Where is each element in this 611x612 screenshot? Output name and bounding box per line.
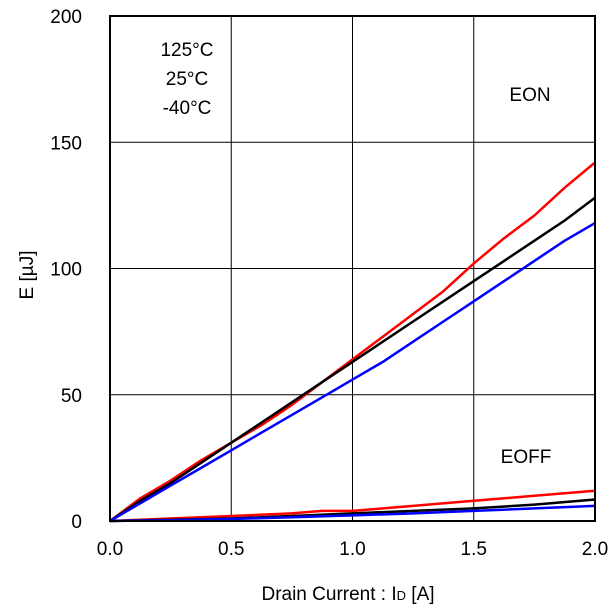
y-tick-label: 100 [50,260,82,281]
x-tick-labels: 0.0 0.5 1.0 1.5 2.0 [97,539,608,560]
eon-annotation: EON [509,85,550,106]
eon-series-25c [109,196,596,523]
eon-series-minus40c [109,222,596,523]
legend-25c: 25°C [166,69,208,90]
series-lines [109,161,596,523]
legend-125c: 125°C [160,40,213,61]
x-tick-label: 1.0 [339,539,365,560]
eoff-series-125c [109,489,596,523]
y-tick-labels: 0 50 100 150 200 [50,7,82,533]
eoff-series-minus40c [109,504,596,523]
y-tick-label: 0 [71,512,82,533]
x-axis-label-main: Drain Current : I [261,584,396,605]
x-tick-label: 2.0 [582,539,608,560]
x-axis-label-unit: [A] [406,584,435,605]
legend-minus40c: -40°C [163,98,212,119]
x-tick-label: 0.5 [218,539,244,560]
grid-lines [110,16,595,521]
eoff-annotation: EOFF [501,447,552,468]
x-axis-label: Drain Current : ID [A] [261,584,434,605]
y-tick-label: 200 [50,7,82,28]
y-tick-label: 150 [50,133,82,154]
x-axis-label-sub: D [397,588,406,603]
plot-frame [109,15,596,522]
x-tick-label: 0.0 [97,539,123,560]
x-tick-label: 1.5 [461,539,487,560]
eon-series-125c [109,161,596,523]
y-tick-label: 50 [61,386,82,407]
y-axis-label: E [µJ] [17,251,38,300]
